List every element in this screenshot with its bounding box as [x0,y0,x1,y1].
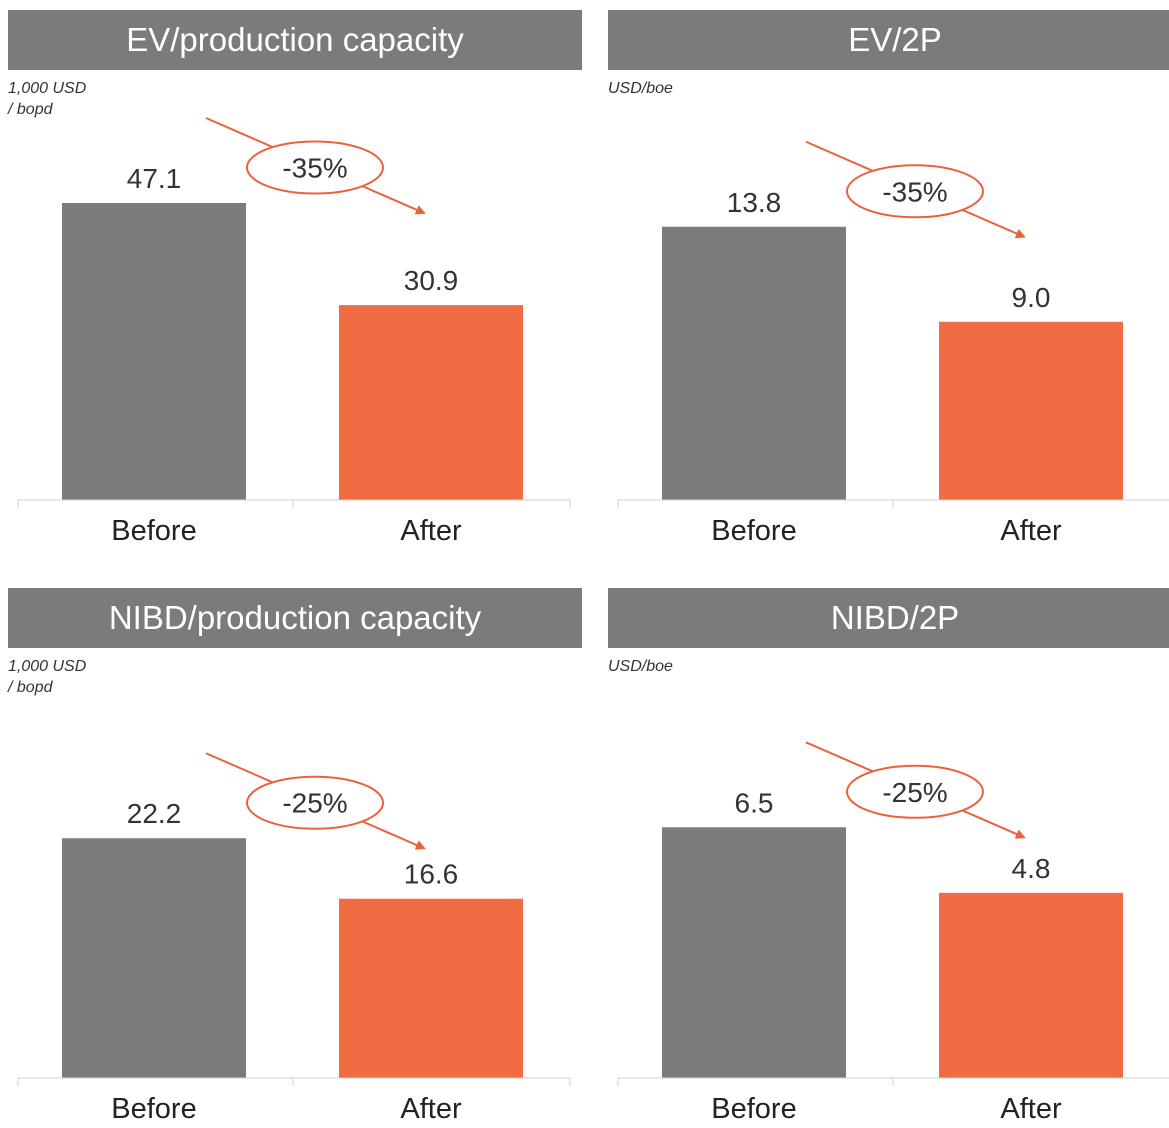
bar-before [662,226,846,500]
unit-label: 1,000 USD / bopd [8,658,87,696]
category-label-after: After [400,1093,462,1125]
value-label-after: 4.8 [1012,853,1051,884]
unit-label: USD/boe [608,80,673,97]
panel-title: NIBD/production capacity [8,588,582,648]
unit-label: USD/boe [608,658,673,675]
chart-panel-ev-production-capacity: EV/production capacity 1,000 USD / bopd … [8,10,582,550]
category-label-before: Before [711,515,796,547]
value-label-after: 9.0 [1012,282,1051,313]
change-badge [846,764,984,819]
change-badge [246,140,384,195]
bar-chart: 22.2 Before 16.6 After -25% [17,752,571,1125]
bar-before [62,203,246,500]
bar-before [662,827,846,1078]
bar-after [939,321,1123,500]
chart-panel-nibd-production-capacity: NIBD/production capacity 1,000 USD / bop… [8,588,582,1128]
change-badge [246,775,384,830]
panel-title: EV/2P [608,10,1169,70]
panel-title: EV/production capacity [8,10,582,70]
category-label-before: Before [111,1093,196,1125]
change-label: -25% [282,788,347,819]
bar-chart: 6.5 Before 4.8 After -25% [617,741,1169,1125]
chart-panel-nibd-2p: NIBD/2P USD/boe 6.5 Before 4.8 After -25% [608,588,1169,1128]
change-label: -35% [282,153,347,184]
category-label-after: After [1000,515,1062,547]
bar-chart: 47.1 Before 30.9 After -35% [17,117,571,547]
category-label-after: After [1000,1093,1062,1125]
value-label-before: 6.5 [735,787,774,818]
bar-after [339,305,523,500]
value-label-after: 16.6 [404,859,459,890]
category-label-before: Before [111,515,196,547]
value-label-before: 13.8 [727,187,782,218]
change-badge [846,164,984,219]
bar-before [62,838,246,1078]
value-label-before: 22.2 [127,798,182,829]
change-label: -25% [882,777,947,808]
bar-after [939,892,1123,1078]
category-label-after: After [400,515,462,547]
change-label: -35% [882,176,947,207]
unit-label: 1,000 USD / bopd [8,80,87,118]
bar-chart: 13.8 Before 9.0 After -35% [617,140,1169,547]
panel-title: NIBD/2P [608,588,1169,648]
category-label-before: Before [711,1093,796,1125]
bar-after [339,898,523,1078]
chart-panel-ev-2p: EV/2P USD/boe 13.8 Before 9.0 After -35% [608,10,1169,550]
value-label-after: 30.9 [404,265,459,296]
value-label-before: 47.1 [127,163,182,194]
